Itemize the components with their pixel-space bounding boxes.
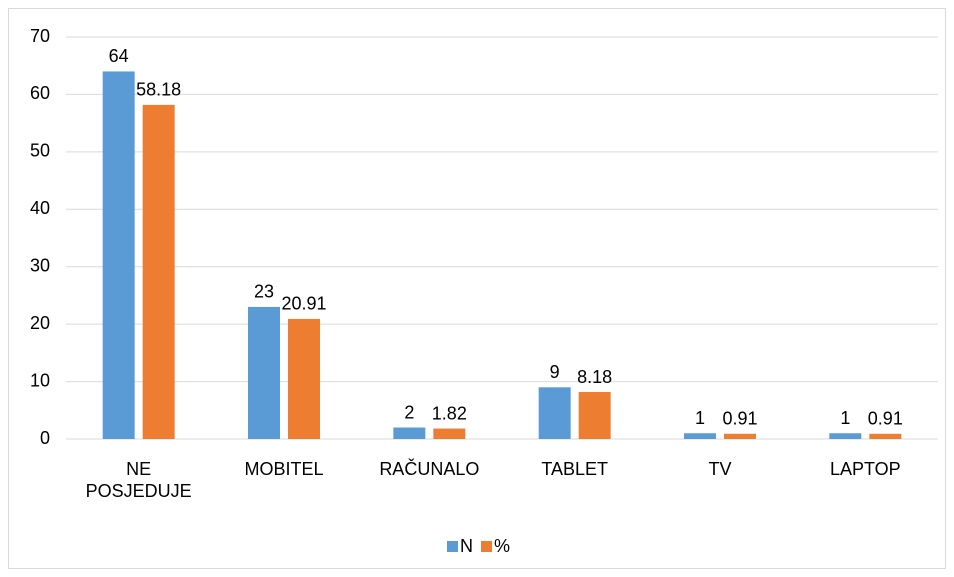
x-tick-label: NE POSJEDUJE [85,459,192,501]
legend-label: % [494,536,510,556]
y-tick-label: 0 [40,428,50,448]
y-tick-label: 70 [30,26,50,46]
data-label: 1 [695,408,705,428]
x-tick-label: TABLET [541,459,608,479]
y-tick-label: 30 [30,255,50,275]
legend-swatch [481,541,492,552]
y-tick-label: 50 [30,141,50,161]
legend-swatch [447,541,458,552]
bar [724,433,756,439]
bar [433,428,466,439]
bar [538,387,571,439]
data-label: 20.91 [281,294,326,314]
data-label: 1 [840,408,850,428]
x-tick-label: RAČUNALO [379,459,480,479]
x-tick-label: LAPTOP [829,459,901,479]
data-label: 0.91 [722,409,757,429]
bar [142,104,175,440]
data-label: 0.91 [868,409,903,429]
x-tick-label: MOBITEL [244,459,324,479]
y-tick-label: 40 [30,198,50,218]
y-tick-label: 60 [30,83,50,103]
bar [288,318,320,439]
data-label: 64 [109,46,129,66]
bar [578,392,611,439]
bar [248,306,280,439]
data-label: 1.82 [432,403,467,423]
legend-label: N [460,536,473,556]
bar [869,433,902,439]
data-label: 2 [404,402,414,422]
bar [393,427,426,439]
x-tick-label: TV [708,459,732,479]
data-label: 23 [254,282,274,302]
bar [829,433,862,439]
y-tick-label: 10 [30,370,50,390]
data-label: 8.18 [577,367,612,387]
data-label: 58.18 [136,80,181,100]
y-tick-label: 20 [30,313,50,333]
bar [684,433,716,439]
bar [102,71,135,439]
data-label: 9 [550,362,560,382]
